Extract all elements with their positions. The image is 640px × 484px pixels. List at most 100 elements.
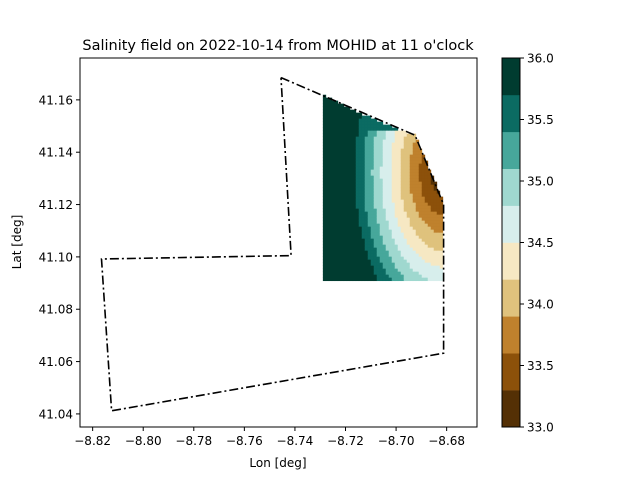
field-cell <box>400 151 405 156</box>
field-cell <box>355 241 360 246</box>
field-cell <box>424 187 429 192</box>
field-cell <box>340 103 345 108</box>
field-cell <box>325 262 330 267</box>
field-cell <box>382 169 387 174</box>
field-cell <box>364 274 369 279</box>
field-cell <box>379 136 384 141</box>
field-cell <box>340 211 345 216</box>
field-cell <box>400 271 405 276</box>
field-cell <box>412 190 417 195</box>
field-cell <box>394 274 399 279</box>
field-cell <box>406 160 411 165</box>
field-cell <box>322 250 327 255</box>
field-cell <box>388 160 393 165</box>
field-cell <box>436 271 441 276</box>
field-cell <box>334 169 339 174</box>
field-cell <box>436 265 441 270</box>
field-cell <box>400 139 405 144</box>
field-cell <box>364 214 369 219</box>
field-cell <box>325 181 330 186</box>
field-cell <box>412 259 417 264</box>
field-cell <box>352 214 357 219</box>
field-cell <box>328 157 333 162</box>
field-cell <box>334 160 339 165</box>
field-cell <box>355 187 360 192</box>
field-cell <box>331 253 336 258</box>
field-cell <box>418 178 423 183</box>
field-cell <box>367 196 372 201</box>
field-cell <box>421 241 426 246</box>
field-cell <box>370 172 375 177</box>
field-cell <box>352 130 357 135</box>
field-cell <box>358 139 363 144</box>
field-cell <box>346 106 351 111</box>
field-cell <box>388 133 393 138</box>
field-cell <box>418 250 423 255</box>
field-cell <box>409 160 414 165</box>
field-cell <box>361 163 366 168</box>
field-cell <box>391 235 396 240</box>
field-cell <box>349 199 354 204</box>
field-cell <box>349 109 354 114</box>
field-cell <box>328 226 333 231</box>
field-cell <box>352 238 357 243</box>
field-cell <box>430 196 435 201</box>
field-cell <box>358 265 363 270</box>
field-cell <box>340 133 345 138</box>
field-cell <box>322 112 327 117</box>
field-cell <box>346 127 351 132</box>
field-cell <box>421 262 426 267</box>
field-cell <box>391 220 396 225</box>
field-cell <box>364 148 369 153</box>
field-cell <box>322 265 327 270</box>
field-cell <box>421 265 426 270</box>
field-cell <box>334 124 339 129</box>
field-cell <box>373 163 378 168</box>
field-cell <box>349 163 354 168</box>
field-cell <box>328 256 333 261</box>
field-cell <box>352 148 357 153</box>
field-cell <box>382 130 387 135</box>
field-cell <box>391 262 396 267</box>
field-cell <box>391 229 396 234</box>
field-cell <box>439 274 444 279</box>
field-cell <box>322 133 327 138</box>
field-cell <box>358 166 363 171</box>
field-cell <box>376 133 381 138</box>
field-cell <box>343 130 348 135</box>
field-cell <box>349 241 354 246</box>
field-cell <box>406 169 411 174</box>
field-cell <box>403 259 408 264</box>
field-cell <box>379 205 384 210</box>
field-cell <box>328 259 333 264</box>
field-cell <box>364 187 369 192</box>
field-cell <box>325 109 330 114</box>
field-cell <box>331 136 336 141</box>
field-cell <box>424 211 429 216</box>
field-cell <box>373 190 378 195</box>
field-cell <box>430 205 435 210</box>
field-cell <box>376 250 381 255</box>
field-cell <box>334 250 339 255</box>
field-cell <box>373 262 378 267</box>
field-cell <box>415 271 420 276</box>
field-cell <box>364 211 369 216</box>
field-cell <box>349 193 354 198</box>
field-cell <box>409 142 414 147</box>
field-cell <box>340 256 345 261</box>
field-cell <box>412 193 417 198</box>
field-cell <box>430 235 435 240</box>
field-cell <box>364 208 369 213</box>
field-cell <box>343 274 348 279</box>
field-cell <box>349 244 354 249</box>
field-cell <box>334 190 339 195</box>
field-cell <box>400 217 405 222</box>
field-cell <box>325 118 330 123</box>
field-cell <box>364 169 369 174</box>
field-cell <box>331 241 336 246</box>
field-cell <box>376 265 381 270</box>
field-cell <box>421 211 426 216</box>
field-cell <box>409 139 414 144</box>
field-cell <box>355 121 360 126</box>
field-cell <box>412 229 417 234</box>
